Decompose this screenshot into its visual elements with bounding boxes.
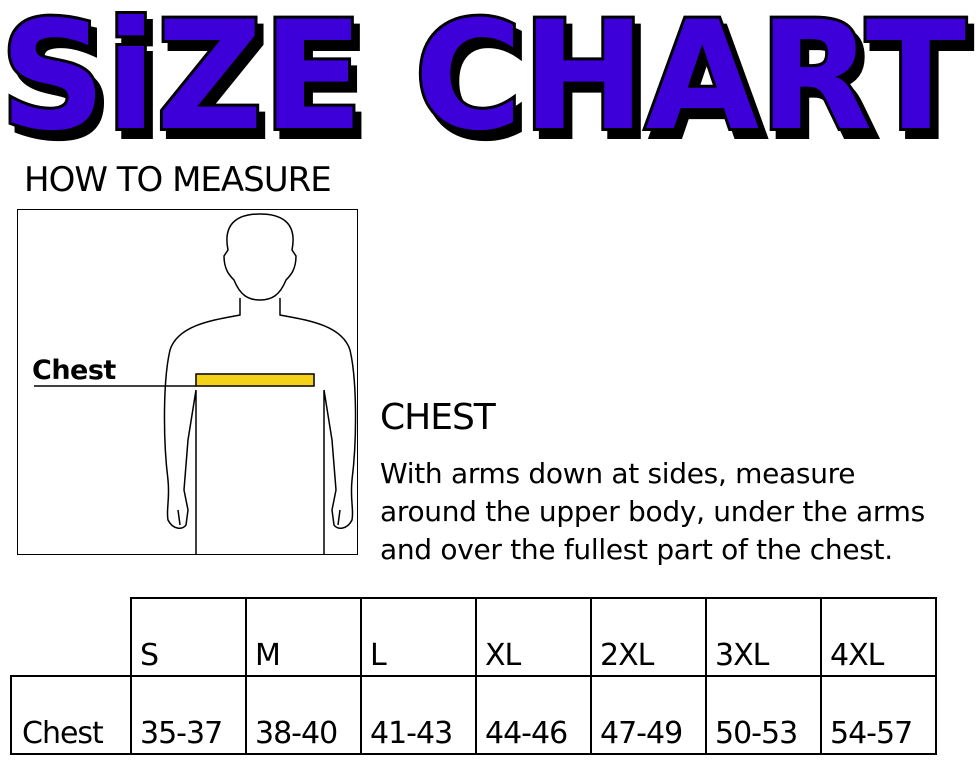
chest-value: 35-37 <box>130 675 247 755</box>
how-to-measure-heading: HOW TO MEASURE <box>24 160 332 200</box>
chest-value: 47-49 <box>590 675 707 755</box>
size-table: S M L XL 2XL 3XL 4XL Chest 35-37 38-40 4… <box>10 597 937 755</box>
size-header: XL <box>475 597 592 677</box>
size-header: L <box>360 597 477 677</box>
chest-row: Chest 35-37 38-40 41-43 44-46 47-49 50-5… <box>10 675 937 755</box>
body-outline-icon <box>34 213 357 554</box>
chest-value: 38-40 <box>245 675 362 755</box>
size-header: 2XL <box>590 597 707 677</box>
measuring-tape <box>195 373 315 387</box>
size-header: M <box>245 597 362 677</box>
chest-value: 50-53 <box>705 675 822 755</box>
chest-section-title: CHEST <box>380 397 496 438</box>
title-text: SiZE CHART <box>0 0 966 150</box>
instruction-line: With arms down at sides, measure <box>380 457 856 490</box>
size-header-row: S M L XL 2XL 3XL 4XL <box>11 597 937 677</box>
figure-chest-label: Chest <box>32 355 116 386</box>
instruction-line: and over the fullest part of the chest. <box>380 533 893 566</box>
row-label: Chest <box>10 675 132 755</box>
size-header: S <box>130 597 247 677</box>
instruction-line: around the upper body, under the arms <box>380 495 925 528</box>
chest-instructions: With arms down at sides, measure around … <box>380 455 978 569</box>
size-chart-title: SiZE CHART <box>0 0 969 150</box>
size-header: 4XL <box>820 597 937 677</box>
chest-value: 44-46 <box>475 675 592 755</box>
size-header: 3XL <box>705 597 822 677</box>
chest-value: 54-57 <box>820 675 937 755</box>
measurement-figure: Chest <box>17 209 358 555</box>
empty-corner-cell <box>11 598 132 677</box>
chest-value: 41-43 <box>360 675 477 755</box>
